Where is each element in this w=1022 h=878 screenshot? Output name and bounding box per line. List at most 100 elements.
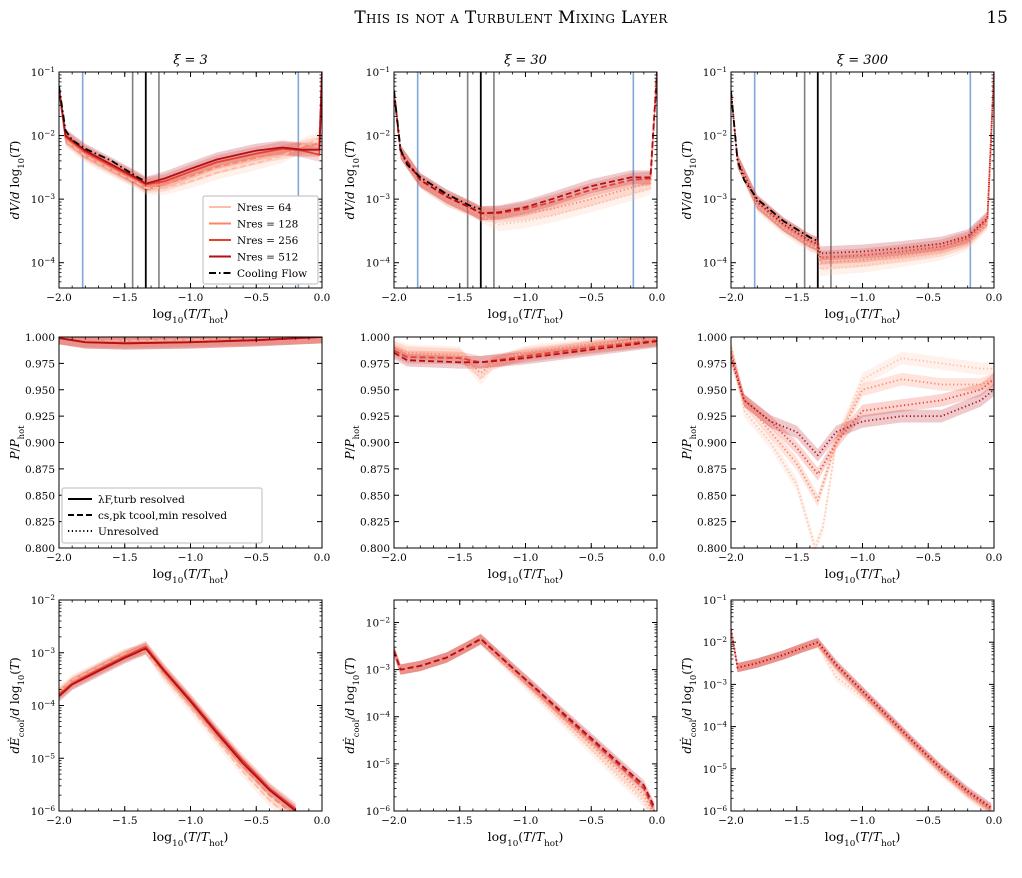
y-tick-label: 0.850: [697, 490, 727, 502]
y-tick-label: 0.925: [360, 411, 390, 423]
x-tick-label: −1.0: [178, 552, 204, 564]
x-tick-label: −0.5: [579, 552, 605, 564]
y-tick-label: 10−1: [366, 65, 390, 80]
x-tick-label: −0.5: [579, 292, 605, 304]
panel-title: ξ = 30: [504, 53, 547, 68]
x-tick-label: −0.5: [244, 552, 270, 564]
series-band-nres-256: [731, 624, 992, 811]
y-tick-label: 0.900: [360, 438, 390, 450]
y-tick-label: 10−3: [703, 677, 728, 692]
x-tick-label: −1.5: [784, 292, 810, 304]
y-tick-label: 0.925: [697, 411, 727, 423]
y-tick-label: 0.900: [697, 438, 727, 450]
x-tick-label: 0.0: [649, 292, 666, 304]
x-tick-label: −1.0: [178, 815, 204, 827]
x-axis-label: log10(T/Thot): [153, 306, 229, 326]
x-tick-label: −1.0: [850, 292, 876, 304]
panel-frame: [393, 336, 658, 549]
y-tick-label: 0.800: [697, 543, 727, 555]
y-tick-label: 1.000: [25, 332, 55, 344]
series-band-nres-512: [394, 633, 655, 811]
series-band-nres-64: [59, 72, 322, 195]
series-line-nres-64: [731, 629, 991, 811]
y-tick-label: 1.000: [360, 332, 390, 344]
x-tick-label: −1.5: [112, 292, 138, 304]
y-axis-label: dĖcool/d log10(T): [7, 657, 26, 753]
x-axis-label: log10(T/Thot): [153, 566, 229, 586]
x-tick-label: −2.0: [46, 552, 72, 564]
x-tick-label: −1.0: [178, 292, 204, 304]
y-tick-label: 0.950: [360, 385, 390, 397]
legend-label: Nres = 256: [237, 235, 299, 247]
y-tick-label: 0.975: [697, 358, 727, 370]
x-tick-label: 0.0: [986, 815, 1003, 827]
x-axis-label: log10(T/Thot): [825, 566, 901, 586]
y-tick-label: 10−4: [366, 255, 391, 270]
y-tick-label: 0.825: [25, 517, 55, 529]
x-axis-label: log10(T/Thot): [488, 829, 564, 849]
x-tick-label: −2.0: [46, 292, 72, 304]
x-tick-label: −1.0: [850, 552, 876, 564]
x-tick-label: 0.0: [649, 552, 666, 564]
series-band-nres-256: [59, 72, 322, 192]
x-tick-label: −0.5: [916, 815, 942, 827]
y-tick-label: 0.800: [360, 543, 390, 555]
series-line-nres-512: [394, 340, 657, 364]
x-tick-label: 0.0: [314, 815, 331, 827]
series-line-nres-512: [59, 647, 297, 811]
x-tick-label: 0.0: [986, 552, 1003, 564]
x-tick-label: −2.0: [718, 292, 744, 304]
x-tick-label: −0.5: [579, 815, 605, 827]
series-line-nres-128: [59, 72, 322, 188]
y-axis-label: dĖcool/d log10(T): [342, 657, 361, 753]
x-tick-label: −1.5: [447, 292, 473, 304]
series-line-cooling-flow: [394, 91, 482, 210]
series-band-nres-512: [59, 642, 296, 811]
series-line-nres-128: [731, 72, 994, 264]
y-tick-label: 10−6: [703, 804, 728, 819]
y-tick-label: 0.975: [25, 358, 55, 370]
series-band-nres-128: [59, 642, 296, 811]
legend-label: Nres = 64: [237, 202, 292, 214]
series-line-nres-512: [59, 72, 322, 185]
x-tick-label: −1.0: [513, 815, 539, 827]
series-band-nres-512: [731, 624, 992, 811]
series-band-nres-512: [731, 72, 994, 261]
y-tick-label: 0.875: [360, 464, 390, 476]
series-line-nres-64: [731, 72, 994, 270]
y-axis-label: dV/d log10(T): [343, 141, 361, 220]
y-axis-label: dĖcool/d log10(T): [679, 657, 698, 753]
series-band-nres-128: [59, 72, 322, 194]
y-tick-label: 10−2: [31, 593, 55, 608]
series-band-nres-256: [731, 72, 994, 265]
y-tick-label: 0.850: [360, 490, 390, 502]
y-tick-label: 10−5: [31, 751, 56, 766]
series-line-nres-128: [59, 647, 291, 811]
y-tick-label: 0.800: [25, 543, 55, 555]
x-axis-label: log10(T/Thot): [825, 829, 901, 849]
y-tick-label: 10−4: [366, 709, 391, 724]
y-tick-label: 10−2: [366, 615, 390, 630]
y-tick-label: 0.875: [697, 464, 727, 476]
x-tick-label: −0.5: [244, 292, 270, 304]
y-tick-label: 10−2: [703, 128, 727, 143]
x-axis-label: log10(T/Thot): [488, 566, 564, 586]
x-tick-label: −0.5: [916, 292, 942, 304]
series-line-nres-64: [394, 338, 657, 381]
series-line-nres-512: [731, 357, 994, 457]
series-line-nres-64: [394, 639, 650, 811]
legend-label: λF,turb resolved: [98, 494, 185, 506]
y-tick-label: 10−3: [703, 192, 728, 207]
series-line-nres-128: [394, 339, 657, 374]
series-line-nres-512: [59, 337, 322, 345]
y-tick-label: 10−5: [366, 756, 391, 771]
series-band-nres-64: [731, 624, 992, 811]
page-header-title: This is not a Turbulent Mixing Layer: [354, 8, 668, 28]
y-axis-label: P/Phot: [680, 425, 698, 461]
x-tick-label: −1.5: [784, 552, 810, 564]
x-tick-label: 0.0: [649, 815, 666, 827]
x-tick-label: −1.5: [112, 815, 138, 827]
legend-label: Nres = 128: [237, 219, 298, 231]
series-line-nres-512: [394, 637, 656, 808]
x-tick-label: −0.5: [244, 815, 270, 827]
